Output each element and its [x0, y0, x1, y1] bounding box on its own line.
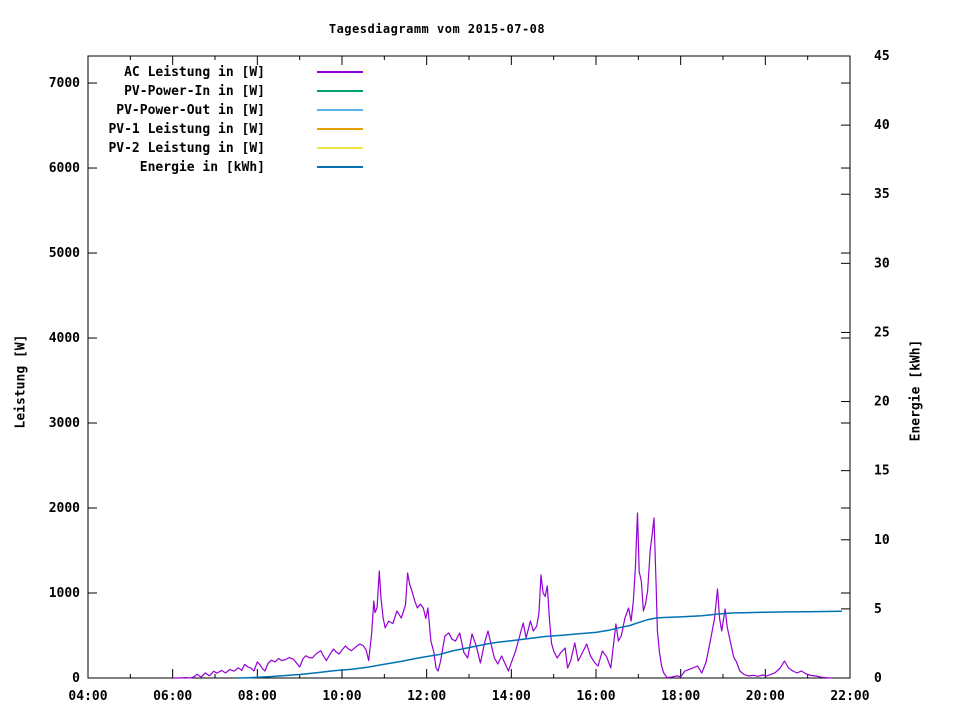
series-energie-in-kwh — [237, 610, 843, 679]
chart-title: Tagesdiagramm vom 2015-07-08 — [328, 22, 546, 36]
x-tick-label: 14:00 — [492, 689, 531, 704]
x-tick-label: 12:00 — [407, 689, 446, 704]
y-right-tick-label: 15 — [874, 464, 890, 479]
y-left-tick-label: 6000 — [49, 161, 80, 176]
y-right-tick-label: 45 — [874, 49, 890, 64]
y-left-tick-label: 1000 — [49, 586, 80, 601]
legend-label: AC Leistung in [W] — [124, 65, 265, 80]
legend-label: Energie in [kWh] — [140, 160, 265, 175]
y-right-tick-label: 35 — [874, 187, 890, 202]
y-right-tick-label: 5 — [874, 602, 882, 617]
y-axis-label-right: Energie [kWh] — [908, 339, 924, 442]
y-right-tick-label: 0 — [874, 671, 882, 686]
x-tick-label: 18:00 — [661, 689, 700, 704]
x-tick-label: 08:00 — [238, 689, 277, 704]
y-right-tick-label: 30 — [874, 256, 890, 271]
x-tick-label: 22:00 — [830, 689, 869, 704]
y-right-tick-label: 20 — [874, 395, 890, 410]
x-tick-label: 04:00 — [68, 689, 107, 704]
y-left-tick-label: 5000 — [49, 246, 80, 261]
series-ac-leistung-in-w — [172, 512, 832, 679]
legend-label: PV-1 Leistung in [W] — [108, 122, 265, 137]
x-tick-label: 10:00 — [322, 689, 361, 704]
y-left-tick-label: 0 — [72, 671, 80, 686]
x-tick-label: 06:00 — [153, 689, 192, 704]
y-left-tick-label: 7000 — [49, 76, 80, 91]
legend-label: PV-Power-Out in [W] — [116, 103, 265, 118]
legend-label: PV-2 Leistung in [W] — [108, 141, 265, 156]
y-right-tick-label: 10 — [874, 533, 890, 548]
y-right-tick-label: 25 — [874, 325, 890, 340]
y-axis-label-left: Leistung [W] — [13, 334, 29, 429]
x-tick-label: 16:00 — [576, 689, 615, 704]
y-left-tick-label: 2000 — [49, 501, 80, 516]
y-left-tick-label: 4000 — [49, 331, 80, 346]
x-tick-label: 20:00 — [746, 689, 785, 704]
legend-label: PV-Power-In in [W] — [124, 84, 265, 99]
y-right-tick-label: 40 — [874, 118, 890, 133]
y-left-tick-label: 3000 — [49, 416, 80, 431]
